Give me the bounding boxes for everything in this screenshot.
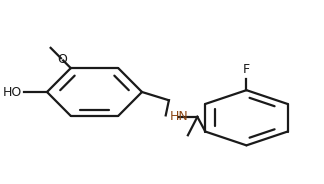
Text: F: F [243, 63, 250, 76]
Text: O: O [58, 53, 67, 66]
Text: HN: HN [169, 110, 188, 123]
Text: HO: HO [3, 86, 22, 98]
